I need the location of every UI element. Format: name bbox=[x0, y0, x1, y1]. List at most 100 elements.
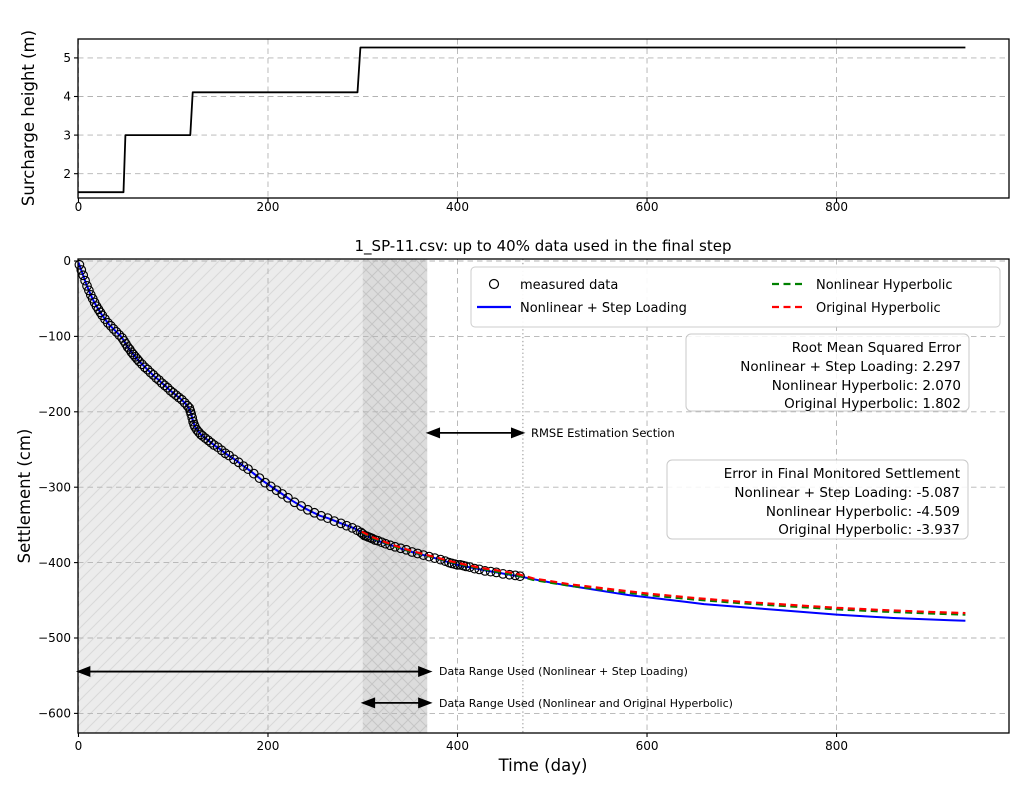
plot-frame bbox=[77, 38, 1010, 199]
settlement-plot: 0 200 400 600 800 0 −100 −200 −300 −400 −500 −600 bbox=[38, 254, 1010, 753]
arrow-head-right bbox=[418, 666, 433, 678]
measured-point bbox=[515, 571, 525, 582]
measured-point bbox=[102, 317, 113, 328]
rmse-box-frame bbox=[685, 333, 970, 412]
plot-frame bbox=[77, 258, 1010, 734]
measured-point bbox=[139, 362, 150, 373]
arrow-head-right bbox=[510, 427, 526, 439]
chart-title: 1_SP-11.csv: up to 40% data used in the … bbox=[355, 237, 732, 256]
legend-marker-measured-data bbox=[488, 278, 500, 290]
arrow-head-left bbox=[75, 666, 91, 678]
y-tick-label: −500 bbox=[38, 631, 71, 645]
measured-point bbox=[435, 554, 446, 565]
arrow-range-step bbox=[75, 666, 433, 678]
rmse-box-line: Nonlinear + Step Loading: 2.297 bbox=[740, 359, 961, 375]
legend-label-nonlinear-step-loading: Nonlinear + Step Loading bbox=[520, 301, 687, 316]
measured-point bbox=[148, 370, 159, 380]
measured-point bbox=[469, 563, 480, 574]
final-error-box-line: Original Hyperbolic: -3.937 bbox=[778, 522, 960, 538]
measured-point bbox=[182, 400, 193, 411]
measured-point bbox=[347, 523, 358, 533]
measured-point bbox=[186, 409, 197, 419]
measured-point bbox=[154, 375, 164, 385]
measured-point bbox=[137, 359, 147, 370]
measured-point bbox=[84, 285, 94, 296]
arrow-head-right bbox=[418, 697, 433, 709]
measured-point bbox=[114, 330, 125, 340]
range-step-annotation: Data Range Used (Nonlinear + Step Loadin… bbox=[439, 665, 688, 678]
x-tick-label: 0 bbox=[75, 739, 83, 753]
rmse-box-line: Original Hyperbolic: 1.802 bbox=[784, 396, 961, 412]
measured-point bbox=[132, 354, 143, 364]
overlay: Surcharge height (m) Settlement (cm) 1_S… bbox=[15, 30, 1001, 775]
final-error-box: Error in Final Monitored Settlement Nonl… bbox=[666, 459, 969, 540]
measured-point bbox=[142, 364, 153, 375]
measured-point bbox=[480, 566, 490, 576]
rmse-box-title: Root Mean Squared Error bbox=[792, 340, 962, 356]
measured-point bbox=[162, 382, 173, 393]
final-error-box-line: Nonlinear + Step Loading: -5.087 bbox=[734, 485, 960, 501]
surcharge-plot: 0 200 400 600 800 2 3 4 5 bbox=[63, 38, 1010, 214]
measured-point bbox=[151, 373, 162, 383]
measured-point bbox=[108, 324, 119, 334]
legend-label-measured-data: measured data bbox=[520, 278, 618, 293]
legend: measured data Nonlinear + Step Loading N… bbox=[470, 266, 1001, 328]
measured-point bbox=[316, 510, 326, 521]
measured-point bbox=[74, 259, 85, 270]
measured-point bbox=[134, 356, 144, 367]
measured-point bbox=[105, 320, 116, 331]
bottom-y-axis-label: Settlement (cm) bbox=[15, 429, 34, 564]
measured-point bbox=[111, 327, 122, 337]
shaded-region-hyperbolic-fit-range bbox=[362, 259, 428, 733]
x-tick-label: 200 bbox=[257, 739, 280, 753]
x-tick-label: 200 bbox=[257, 200, 280, 214]
measured-point bbox=[80, 275, 90, 286]
measured-point bbox=[95, 307, 106, 318]
y-tick-label: 0 bbox=[63, 254, 71, 268]
measured-point bbox=[302, 504, 313, 515]
series-line-nonlinear-hyperbolic bbox=[361, 531, 966, 616]
top-y-axis-label: Surcharge height (m) bbox=[19, 30, 38, 206]
measured-point bbox=[206, 437, 216, 448]
y-tick-label: 3 bbox=[63, 128, 71, 142]
measured-point bbox=[78, 270, 89, 281]
measured-point bbox=[504, 569, 515, 580]
series-line-original-hyperbolic bbox=[361, 530, 966, 615]
x-tick-label: 800 bbox=[825, 200, 848, 214]
y-tick-label: 2 bbox=[63, 167, 71, 181]
measured-point bbox=[309, 507, 320, 518]
rmse-box: Root Mean Squared Error Nonlinear + Step… bbox=[685, 333, 970, 412]
x-tick-label: 600 bbox=[636, 200, 659, 214]
measured-point bbox=[82, 281, 92, 291]
measured-point bbox=[229, 454, 239, 465]
y-tick-label: −300 bbox=[38, 480, 71, 494]
x-axis-label: Time (day) bbox=[498, 756, 588, 775]
arrow-range-hyperbolic bbox=[360, 697, 433, 709]
y-tick-label: 4 bbox=[63, 90, 71, 104]
series-line-surcharge-height bbox=[78, 46, 966, 194]
range-hyperbolic-annotation: Data Range Used (Nonlinear and Original … bbox=[439, 697, 733, 710]
final-error-box-title: Error in Final Monitored Settlement bbox=[724, 466, 960, 482]
legend-box bbox=[470, 266, 1001, 328]
measured-point bbox=[336, 518, 346, 529]
x-tick-label: 400 bbox=[446, 739, 469, 753]
y-tick-label: −100 bbox=[38, 330, 71, 344]
y-tick-label: −400 bbox=[38, 556, 71, 570]
y-tick-label: −200 bbox=[38, 405, 71, 419]
rmse-box-line: Nonlinear Hyperbolic: 2.070 bbox=[772, 378, 961, 394]
y-tick-label: 5 bbox=[63, 51, 71, 65]
arrow-head-left bbox=[360, 697, 376, 709]
final-error-box-line: Nonlinear Hyperbolic: -4.509 bbox=[766, 504, 960, 520]
x-tick-label: 800 bbox=[825, 739, 848, 753]
measured-point bbox=[174, 392, 184, 403]
legend-label-original-hyperbolic: Original Hyperbolic bbox=[816, 301, 941, 316]
measured-point bbox=[145, 367, 156, 378]
x-tick-label: 600 bbox=[636, 739, 659, 753]
measured-point bbox=[322, 513, 333, 523]
final-error-box-frame bbox=[666, 459, 969, 540]
measured-point bbox=[159, 380, 170, 391]
measured-point bbox=[176, 394, 187, 405]
measured-point bbox=[341, 520, 352, 531]
